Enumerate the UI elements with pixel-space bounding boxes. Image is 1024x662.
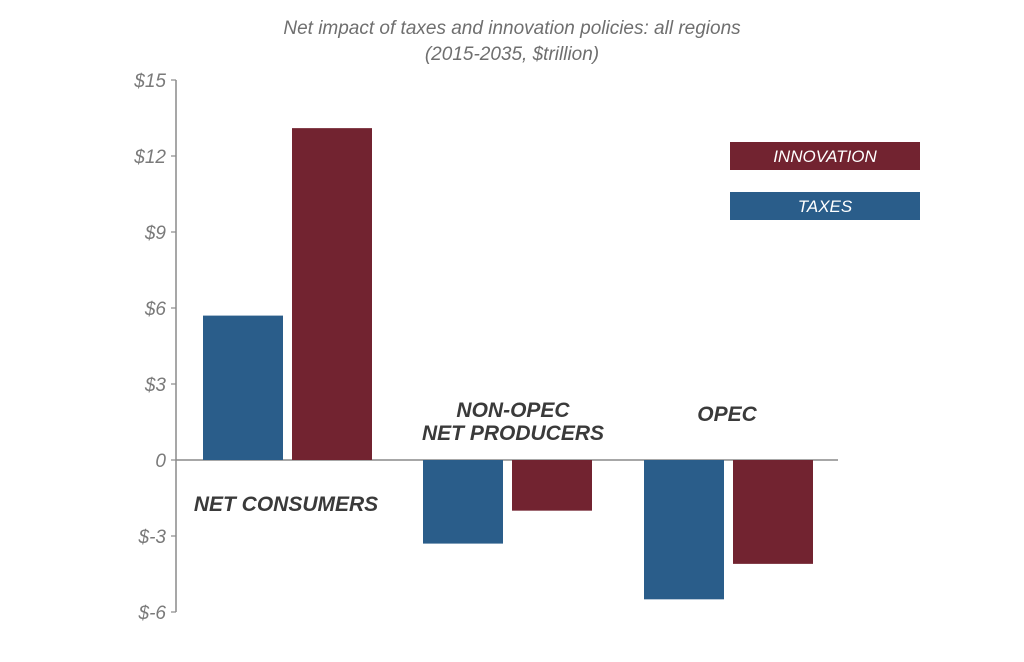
legend-label-innovation: INNOVATION — [773, 147, 877, 166]
y-tick-label: $9 — [144, 223, 167, 244]
y-tick-label: $6 — [144, 299, 167, 320]
legend-label-taxes: TAXES — [798, 197, 853, 216]
chart-title-line1: Net impact of taxes and innovation polic… — [283, 18, 741, 39]
bar-innovation-3 — [733, 460, 813, 564]
y-tick-label: $3 — [144, 375, 167, 396]
bar-innovation-2 — [512, 460, 592, 511]
bar-taxes-1 — [203, 315, 283, 460]
y-tick-label: $-3 — [138, 527, 167, 548]
legend-swatch-innovation — [730, 142, 920, 170]
bar-innovation-1 — [292, 128, 372, 460]
y-tick-label: $12 — [133, 147, 166, 168]
category-label: NET CONSUMERS — [194, 493, 378, 516]
category-label: NON-OPEC — [456, 399, 570, 422]
y-tick-label: 0 — [155, 451, 166, 472]
legend-swatch-taxes — [730, 192, 920, 220]
y-tick-label: $15 — [133, 71, 166, 92]
y-tick-label: $-6 — [138, 603, 167, 624]
category-label: OPEC — [697, 403, 757, 426]
bar-taxes-2 — [423, 460, 503, 544]
chart-title-line2: (2015-2035, $trillion) — [424, 44, 600, 65]
category-label: NET PRODUCERS — [422, 422, 604, 445]
bar-taxes-3 — [644, 460, 724, 600]
